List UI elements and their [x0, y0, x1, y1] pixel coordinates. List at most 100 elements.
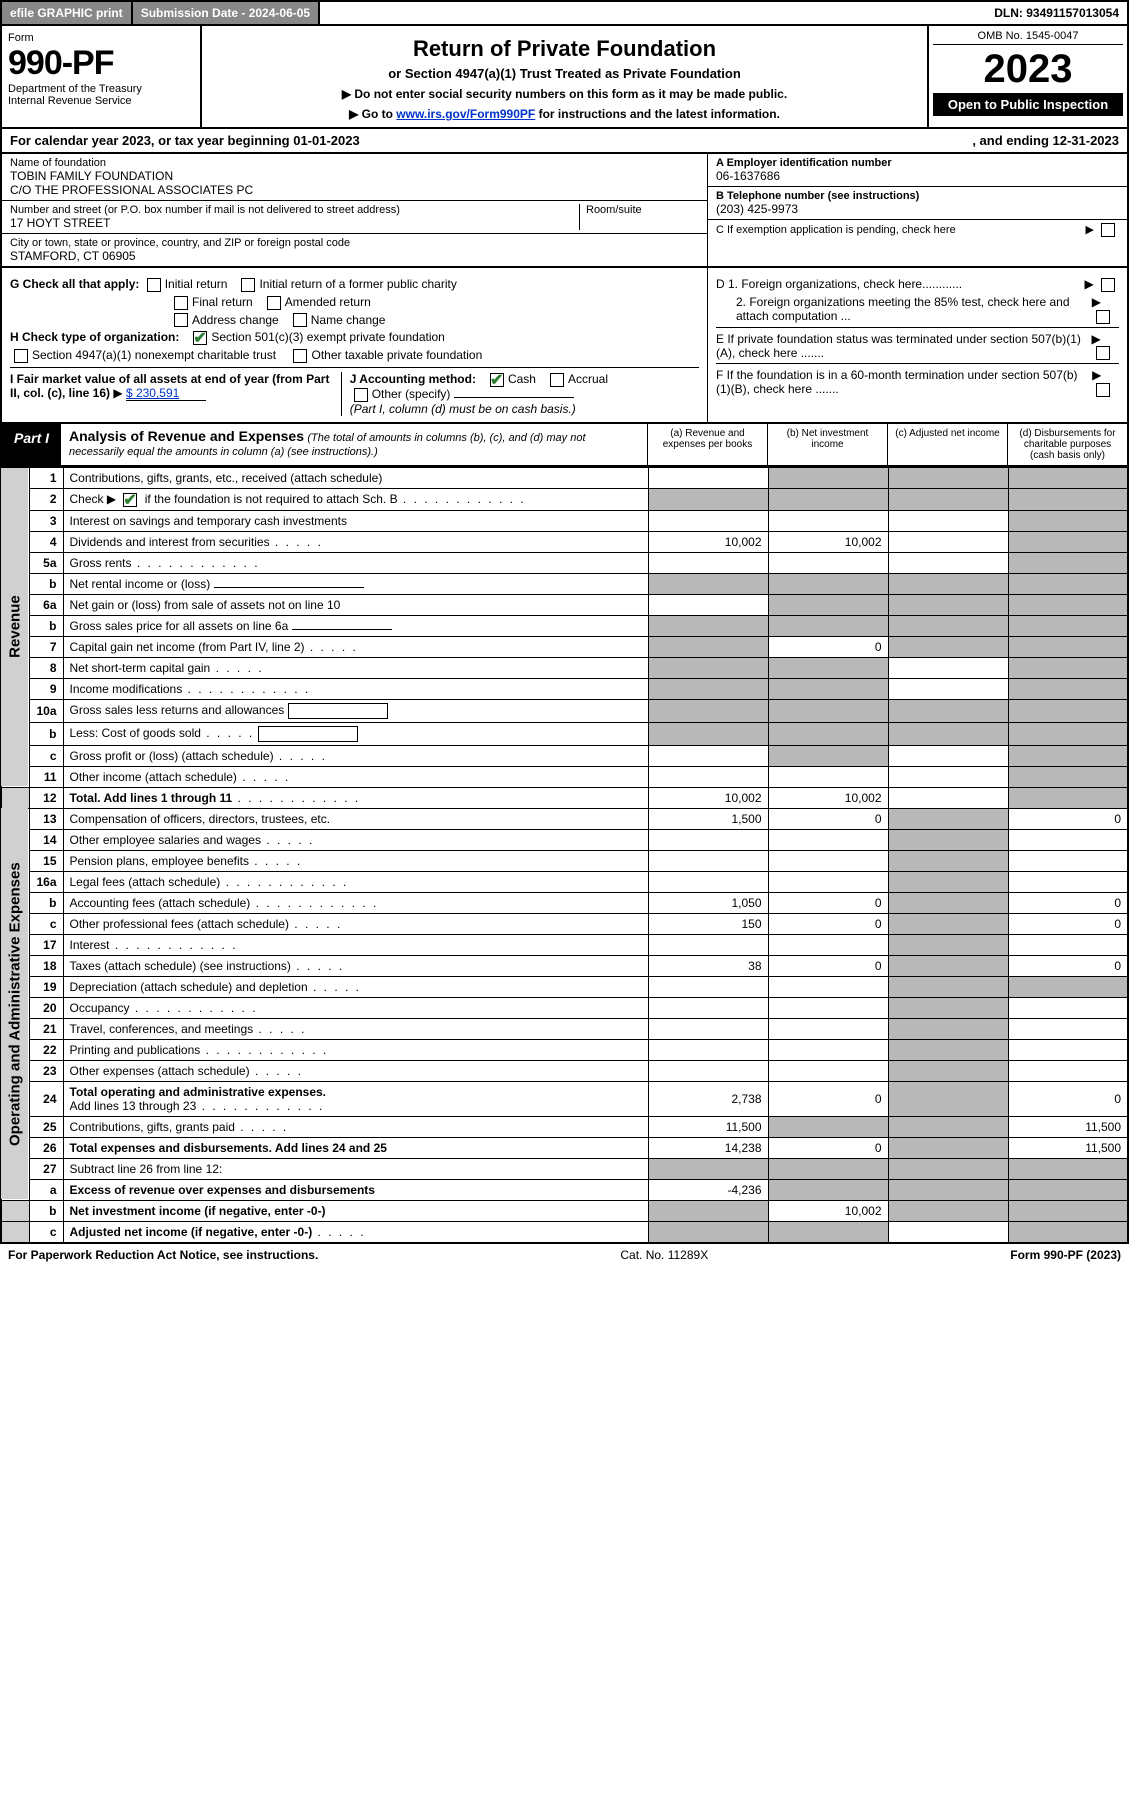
foundation-name-1: TOBIN FAMILY FOUNDATION [10, 169, 699, 183]
street-address: 17 HOYT STREET [10, 216, 579, 230]
l7-b: 0 [768, 636, 888, 657]
line-12-desc: Total. Add lines 1 through 11 [63, 787, 648, 808]
line-19-desc: Depreciation (attach schedule) and deple… [63, 976, 648, 997]
e-checkbox[interactable] [1096, 346, 1110, 360]
line-5b-desc: Net rental income or (loss) [63, 573, 648, 594]
g-final-return[interactable] [174, 296, 188, 310]
form-header: Form 990-PF Department of the Treasury I… [0, 26, 1129, 129]
line-3-desc: Interest on savings and temporary cash i… [63, 510, 648, 531]
line-13-desc: Compensation of officers, directors, tru… [63, 808, 648, 829]
h-other-taxable[interactable] [293, 349, 307, 363]
footer-form: Form 990-PF (2023) [1010, 1248, 1121, 1262]
l27b-b: 10,002 [768, 1200, 888, 1221]
line-16a-desc: Legal fees (attach schedule) [63, 871, 648, 892]
i-value[interactable]: $ 230,591 [126, 386, 206, 401]
l25-a: 11,500 [648, 1116, 768, 1137]
top-bar: efile GRAPHIC print Submission Date - 20… [0, 0, 1129, 26]
d2-checkbox[interactable] [1096, 310, 1110, 324]
c-label: C If exemption application is pending, c… [716, 224, 956, 236]
room-label: Room/suite [586, 204, 699, 216]
g-amended-return[interactable] [267, 296, 281, 310]
efile-print-button[interactable]: efile GRAPHIC print [2, 2, 133, 24]
h-row: H Check type of organization: Section 50… [10, 330, 699, 345]
part-1-header: Part I Analysis of Revenue and Expenses … [0, 424, 1129, 467]
j-accrual[interactable] [550, 373, 564, 387]
line-22-desc: Printing and publications [63, 1039, 648, 1060]
submission-date: Submission Date - 2024-06-05 [133, 2, 320, 24]
l13-b: 0 [768, 808, 888, 829]
d1-checkbox[interactable] [1101, 278, 1115, 292]
line-7-desc: Capital gain net income (from Part IV, l… [63, 636, 648, 657]
l24-b: 0 [768, 1081, 888, 1116]
line-6b-desc: Gross sales price for all assets on line… [63, 615, 648, 636]
l12-b: 10,002 [768, 787, 888, 808]
line-27c-desc: Adjusted net income (if negative, enter … [63, 1221, 648, 1243]
l26-a: 14,238 [648, 1137, 768, 1158]
l16c-a: 150 [648, 913, 768, 934]
l13-d: 0 [1008, 808, 1128, 829]
cal-year-begin: For calendar year 2023, or tax year begi… [10, 133, 360, 148]
g-initial-return[interactable] [147, 278, 161, 292]
g-initial-former[interactable] [241, 278, 255, 292]
j-note: (Part I, column (d) must be on cash basi… [350, 402, 576, 416]
h-4947a1[interactable] [14, 349, 28, 363]
line-5a-desc: Gross rents [63, 552, 648, 573]
j-cash[interactable] [490, 373, 504, 387]
line-10a-desc: Gross sales less returns and allowances [63, 699, 648, 722]
identification-block: Name of foundation TOBIN FAMILY FOUNDATI… [0, 154, 1129, 268]
j-other[interactable] [354, 388, 368, 402]
line-17-desc: Interest [63, 934, 648, 955]
l12-a: 10,002 [648, 787, 768, 808]
f-label: F If the foundation is in a 60-month ter… [716, 368, 1092, 397]
f-checkbox[interactable] [1096, 383, 1110, 397]
line-27a-desc: Excess of revenue over expenses and disb… [63, 1179, 648, 1200]
line-4-desc: Dividends and interest from securities [63, 531, 648, 552]
omb-number: OMB No. 1545-0047 [933, 30, 1123, 45]
d1-label: D 1. Foreign organizations, check here..… [716, 277, 962, 292]
h-501c3[interactable] [193, 331, 207, 345]
c-checkbox[interactable] [1101, 223, 1115, 237]
calendar-year-row: For calendar year 2023, or tax year begi… [0, 129, 1129, 154]
line-16b-desc: Accounting fees (attach schedule) [63, 892, 648, 913]
form-number: 990-PF [8, 44, 194, 83]
l18-d: 0 [1008, 955, 1128, 976]
l18-b: 0 [768, 955, 888, 976]
line-16c-desc: Other professional fees (attach schedule… [63, 913, 648, 934]
g-row: G Check all that apply: Initial return I… [10, 277, 699, 292]
l16c-b: 0 [768, 913, 888, 934]
irs-link[interactable]: www.irs.gov/Form990PF [396, 107, 535, 121]
g-address-change[interactable] [174, 313, 188, 327]
line-15-desc: Pension plans, employee benefits [63, 850, 648, 871]
g-name-change[interactable] [293, 313, 307, 327]
foundation-name-2: C/O THE PROFESSIONAL ASSOCIATES PC [10, 183, 699, 197]
j-label: J Accounting method: [350, 372, 476, 386]
cal-year-end: , and ending 12-31-2023 [972, 133, 1119, 148]
l16b-b: 0 [768, 892, 888, 913]
footer-catno: Cat. No. 11289X [620, 1248, 708, 1262]
tel-value: (203) 425-9973 [716, 202, 1119, 216]
line-6a-desc: Net gain or (loss) from sale of assets n… [63, 594, 648, 615]
ein-value: 06-1637686 [716, 169, 1119, 183]
open-to-public: Open to Public Inspection [933, 93, 1123, 116]
line-8-desc: Net short-term capital gain [63, 657, 648, 678]
city-label: City or town, state or province, country… [10, 237, 699, 249]
l26-b: 0 [768, 1137, 888, 1158]
line-11-desc: Other income (attach schedule) [63, 766, 648, 787]
col-c-header: (c) Adjusted net income [887, 424, 1007, 465]
tax-year: 2023 [933, 49, 1123, 89]
line-10c-desc: Gross profit or (loss) (attach schedule) [63, 745, 648, 766]
line-25-desc: Contributions, gifts, grants paid [63, 1116, 648, 1137]
addr-label: Number and street (or P.O. box number if… [10, 204, 579, 216]
check-block: G Check all that apply: Initial return I… [0, 268, 1129, 424]
line-20-desc: Occupancy [63, 997, 648, 1018]
line-27b-desc: Net investment income (if negative, ente… [63, 1200, 648, 1221]
line-1-desc: Contributions, gifts, grants, etc., rece… [63, 467, 648, 488]
page-footer: For Paperwork Reduction Act Notice, see … [0, 1244, 1129, 1266]
line-2-desc: Check ▶ if the foundation is not require… [63, 488, 648, 510]
note-link: ▶ Go to www.irs.gov/Form990PF for instru… [212, 107, 917, 121]
line-2-checkbox[interactable] [123, 493, 137, 507]
line-24-desc: Total operating and administrative expen… [63, 1081, 648, 1116]
line-27-desc: Subtract line 26 from line 12: [63, 1158, 648, 1179]
tel-label: B Telephone number (see instructions) [716, 190, 919, 202]
name-label: Name of foundation [10, 157, 699, 169]
